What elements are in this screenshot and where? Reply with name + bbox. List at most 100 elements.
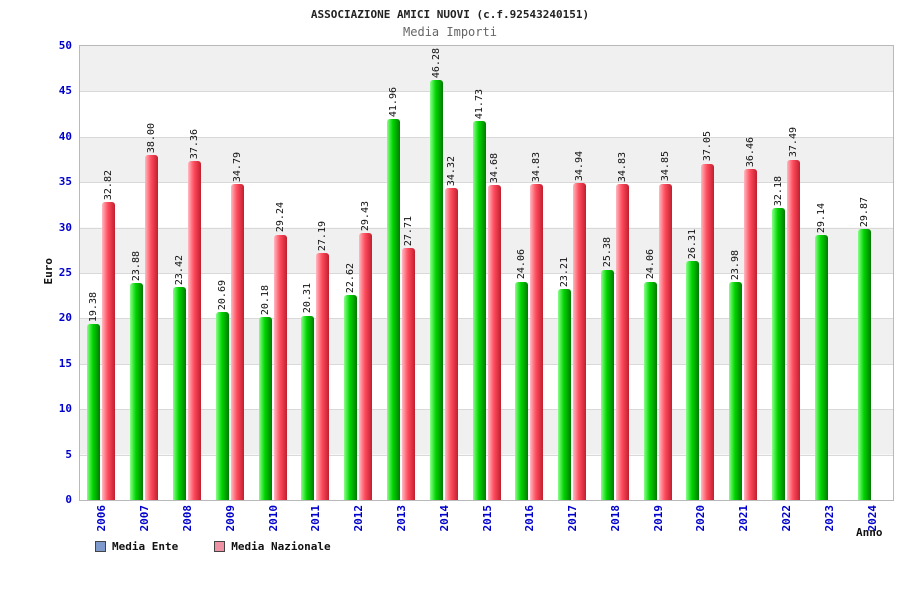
gridline [80,409,893,411]
gridline [80,273,893,274]
bar-value-label: 29.24 [274,202,286,233]
bar-media-nazionale [273,234,287,500]
bar-media-ente [515,281,529,500]
x-tick-label: 2018 [608,505,622,532]
bar-media-nazionale [359,232,373,500]
x-tick-label: 2019 [651,505,665,532]
bar-value-label: 19.38 [88,291,100,323]
bar-value-label: 29.14 [815,203,827,234]
bar-media-ente [344,294,358,500]
bar-media-nazionale [230,184,244,500]
chart-title: ASSOCIAZIONE AMICI NUOVI (c.f.9254324015… [310,8,590,21]
chart-subtitle: Media Importi [403,25,497,39]
bar-media-ente [772,207,786,500]
x-tick-label: 2017 [566,505,580,532]
y-tick-label: 25 [58,266,72,279]
bar-media-ente [386,119,400,500]
gridline [80,182,893,184]
bar-value-label: 23.42 [173,255,185,286]
bar-value-label: 37.05 [702,131,714,162]
bar-media-nazionale [658,183,672,500]
legend-item-media-ente: Media Ente [95,540,178,553]
bar-value-label: 32.82 [103,169,115,200]
legend: Media Ente Media Nazionale [95,540,331,553]
bar-media-ente [301,315,315,500]
bar-value-label: 34.32 [445,156,457,187]
x-tick-label: 2008 [180,505,194,532]
gridline [80,363,893,365]
x-tick-label: 2010 [266,505,280,532]
x-tick-label: 2009 [223,505,237,532]
bar-value-label: 34.68 [488,153,500,184]
gridline [80,91,893,93]
bar-value-label: 41.96 [387,86,399,118]
bar-value-label: 27.19 [317,221,329,252]
bar-value-label: 20.18 [259,284,271,315]
x-tick-label: 2020 [694,505,708,532]
bar-media-nazionale [444,188,458,500]
bar-media-nazionale [187,160,201,500]
legend-swatch-media-ente [95,541,106,552]
bar-media-nazionale [744,168,758,500]
bar-media-ente [429,79,443,500]
bar-value-label: 20.69 [216,280,228,311]
bar-value-label: 22.62 [345,262,357,293]
gridline [80,136,893,138]
y-tick-label: 5 [65,447,72,461]
y-tick-label: 50 [58,39,72,52]
x-tick-label: 2007 [138,505,152,532]
plot-area: 19.38 32.82 23.88 38.00 23.42 37.36 20.69 34.79… [80,46,893,500]
bar-media-nazionale [316,253,330,500]
bar-value-label: 37.36 [188,128,200,159]
x-tick-label: 2022 [780,505,794,532]
bar-media-ente [857,228,871,500]
bar-value-label: 34.83 [531,151,543,182]
bar-media-ente [172,287,186,500]
bar-media-ente [729,282,743,500]
bar-media-ente [258,316,272,500]
bar-media-nazionale [701,163,715,500]
gridline [80,227,893,229]
x-axis-title: Anno [856,526,883,539]
bar-value-label: 41.73 [473,88,485,120]
bar-media-nazionale [145,154,159,500]
bar-value-label: 25.38 [601,237,613,268]
bar-media-ente [472,121,486,500]
bar-media-ente [686,261,700,500]
bar-media-nazionale [102,202,116,500]
x-tick-label: 2006 [95,505,109,532]
gridline [80,454,893,456]
bar-media-nazionale [615,183,629,500]
bar-value-label: 37.49 [788,127,800,158]
legend-label-media-nazionale: Media Nazionale [231,540,331,553]
y-tick-label: 35 [58,175,72,189]
bar-media-ente [87,324,101,500]
bar-media-ente [643,281,657,500]
bar-value-label: 46.28 [430,47,442,78]
bar-value-label: 23.98 [730,250,742,281]
x-tick-label: 2013 [394,505,408,532]
y-tick-label: 40 [58,129,72,143]
y-tick-label: 45 [58,84,72,98]
bar-value-label: 36.46 [745,136,757,167]
bar-media-ente [558,289,572,500]
x-tick-label: 2021 [737,505,751,532]
gridline [80,318,893,320]
bar-value-label: 34.79 [231,152,243,183]
bar-value-label: 26.31 [687,229,699,260]
bar-media-ente [130,283,144,500]
y-tick-label: 15 [58,356,72,370]
x-tick-label: 2016 [523,505,537,532]
bar-value-label: 27.71 [402,216,414,247]
bar-media-nazionale [573,182,587,500]
legend-label-media-ente: Media Ente [112,540,179,553]
bar-value-label: 23.88 [131,251,143,282]
legend-item-media-nazionale: Media Nazionale [214,540,331,553]
bar-value-label: 23.21 [559,257,571,288]
bar-value-label: 29.43 [360,200,372,231]
y-tick-label: 0 [65,493,72,506]
bar-media-ente [600,269,614,500]
bar-media-nazionale [787,159,801,500]
x-tick-label: 2011 [309,505,323,532]
